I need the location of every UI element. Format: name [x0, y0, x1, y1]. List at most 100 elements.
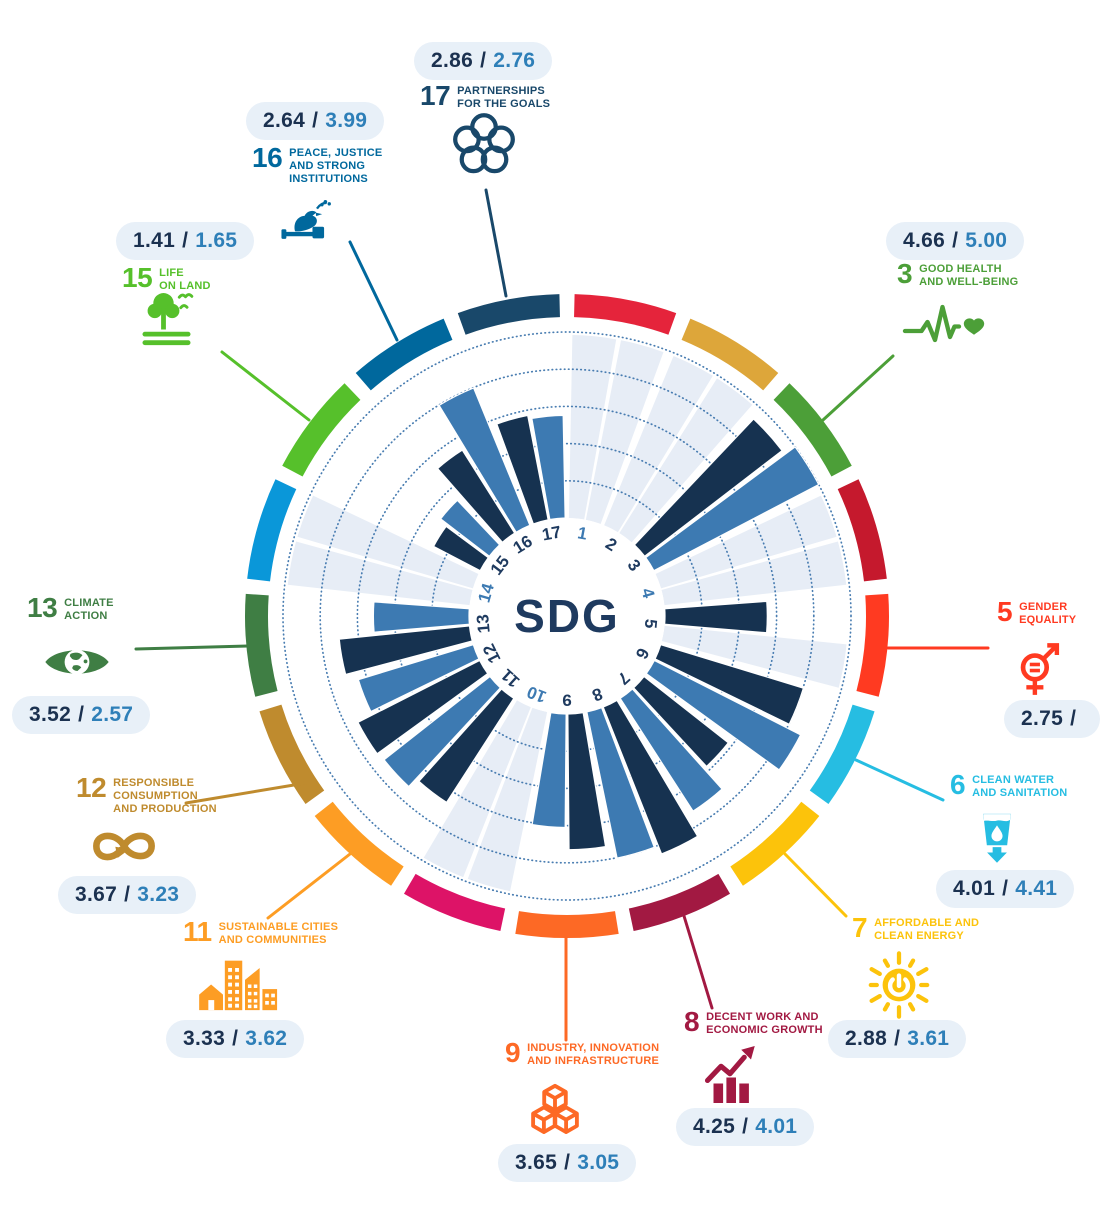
ring-arc-14 — [247, 479, 297, 582]
goal-17-value-1: 2.86 — [431, 49, 474, 72]
tree-birds-icon — [132, 280, 210, 352]
goal-3-value-1: 4.66 — [903, 229, 946, 252]
value-bars — [338, 387, 820, 859]
goal-9-value-separator: / — [564, 1151, 571, 1174]
interlocking-circles-icon — [452, 112, 516, 178]
goal-3-value-separator: / — [952, 229, 959, 252]
ring-arc-9 — [515, 911, 619, 938]
goal-13-label: 13 CLIMATE ACTION — [27, 592, 114, 623]
goal-7-number: 7 — [852, 912, 868, 943]
goal-11-value-separator: / — [232, 1027, 239, 1050]
goal-5-title: GENDER EQUALITY — [1019, 601, 1077, 626]
ring-arc-1 — [573, 294, 677, 335]
goal-15-value-2: 1.65 — [195, 229, 238, 252]
ring-number-17: 17 — [541, 522, 563, 544]
missing-wedge-14-a — [287, 541, 473, 606]
callout-line-13 — [134, 644, 250, 651]
goal-17-values: 2.86 / 2.76 — [414, 42, 553, 80]
ring-arc-13 — [245, 593, 278, 697]
ring-arc-6 — [809, 704, 875, 804]
callout-line-8 — [682, 914, 714, 1010]
center-label: SDG — [514, 590, 620, 642]
goal-11-title: SUSTAINABLE CITIES AND COMMUNITIES — [218, 921, 339, 946]
sdg-color-ring — [245, 294, 889, 938]
goal-8-values: 4.25 / 4.01 — [676, 1108, 815, 1146]
ring-arc-10 — [403, 873, 506, 932]
goal-16-value-1: 2.64 — [263, 109, 306, 132]
goal-5-value-1: 2.75 — [1021, 707, 1064, 730]
goal-8-value-2: 4.01 — [755, 1115, 798, 1138]
center-circle — [469, 518, 665, 714]
goal-8-value-separator: / — [742, 1115, 749, 1138]
callout-line-16 — [348, 240, 399, 342]
goal-12-value-1: 3.67 — [75, 883, 118, 906]
missing-wedge-5-b — [661, 625, 847, 688]
missing-wedge-10-a — [467, 707, 548, 892]
ring-arc-2 — [681, 318, 779, 391]
goal-13-number: 13 — [27, 592, 58, 623]
callout-line-11 — [266, 852, 352, 920]
goal-13-value-1: 3.52 — [29, 703, 72, 726]
goal-11-values: 3.33 / 3.62 — [166, 1020, 305, 1058]
goal-16-number: 16 — [252, 142, 283, 173]
ring-arc-3 — [773, 383, 852, 477]
goal-9-label: 9 INDUSTRY, INNOVATION AND INFRASTRUCTURE — [505, 1037, 660, 1068]
goal-5-value-separator: / — [1070, 707, 1077, 730]
goal-12-value-2: 3.23 — [137, 883, 180, 906]
goal-12-title: RESPONSIBLE CONSUMPTION AND PRODUCTION — [113, 777, 217, 815]
gridline-4 — [319, 368, 815, 864]
ring-number-5: 5 — [641, 618, 661, 629]
callout-line-7 — [783, 852, 848, 918]
goal-7-value-separator: / — [894, 1027, 901, 1050]
ring-number-13: 13 — [473, 613, 494, 634]
goal-13-value-2: 2.57 — [91, 703, 134, 726]
goal-6-values: 4.01 / 4.41 — [936, 870, 1075, 908]
missing-wedge-1-a — [568, 335, 617, 520]
goal-11-label: 11 SUSTAINABLE CITIES AND COMMUNITIES — [183, 916, 339, 947]
goal-11-value-1: 3.33 — [183, 1027, 226, 1050]
ring-arc-4 — [837, 479, 887, 582]
callout-line-17 — [484, 188, 508, 298]
goal-13-value-separator: / — [78, 703, 85, 726]
goal-16-label: 16 PEACE, JUSTICE AND STRONG INSTITUTIONS — [252, 142, 383, 186]
goal-17-number: 17 — [420, 80, 451, 111]
goal-9-title: INDUSTRY, INNOVATION AND INFRASTRUCTURE — [527, 1042, 660, 1067]
goal-17-label: 17 PARTNERSHIPS FOR THE GOALS — [420, 80, 550, 111]
goal-6-value-2: 4.41 — [1015, 877, 1058, 900]
dove-gavel-icon — [274, 186, 338, 248]
sun-power-icon — [858, 944, 940, 1026]
ring-arc-5 — [856, 593, 889, 697]
goal-15-values: 1.41 / 1.65 — [116, 222, 255, 260]
missing-wedge-4-a — [655, 495, 837, 589]
ring-arc-16 — [355, 318, 453, 391]
goal-7-label: 7 AFFORDABLE AND CLEAN ENERGY — [852, 912, 979, 943]
missing-wedge-4-b — [661, 541, 847, 606]
goal-3-title: GOOD HEALTH AND WELL-BEING — [919, 263, 1019, 288]
goal-9-number: 9 — [505, 1037, 521, 1068]
goal-13-values: 3.52 / 2.57 — [12, 696, 151, 734]
gender-equality-icon — [1006, 632, 1072, 700]
goal-3-value-2: 5.00 — [965, 229, 1008, 252]
goal-6-label: 6 CLEAN WATER AND SANITATION — [950, 769, 1068, 800]
goal-16-title: PEACE, JUSTICE AND STRONG INSTITUTIONS — [289, 147, 383, 185]
goal-11-value-2: 3.62 — [245, 1027, 288, 1050]
goal-11-number: 11 — [183, 916, 212, 947]
goal-16-values: 2.64 / 3.99 — [246, 102, 385, 140]
ring-arc-11 — [314, 801, 404, 886]
callout-line-3 — [821, 354, 895, 422]
ring-number-9: 9 — [562, 691, 571, 710]
goal-17-value-separator: / — [480, 49, 487, 72]
goal-6-number: 6 — [950, 769, 966, 800]
goal-15-title: LIFE ON LAND — [159, 267, 211, 292]
water-glass-icon — [968, 806, 1026, 870]
missing-wedge-2-a — [604, 355, 713, 533]
goal-3-number: 3 — [897, 258, 913, 289]
goal-15-number: 15 — [122, 262, 153, 293]
callout-line-15 — [220, 350, 311, 422]
gridline-3 — [356, 405, 778, 827]
goal-6-title: CLEAN WATER AND SANITATION — [972, 774, 1068, 799]
goal-16-value-2: 3.99 — [325, 109, 368, 132]
goal-7-value-2: 3.61 — [907, 1027, 950, 1050]
ring-arc-8 — [628, 873, 731, 932]
